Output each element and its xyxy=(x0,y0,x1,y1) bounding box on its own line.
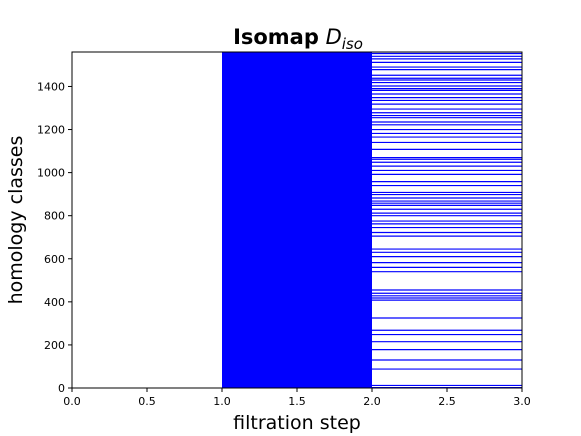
x-tick-label: 1.5 xyxy=(288,395,306,408)
x-tick-label: 0.5 xyxy=(138,395,156,408)
bar-block-dense xyxy=(222,52,372,388)
x-tick-label: 0.0 xyxy=(63,395,81,408)
y-axis-ticks: 0 200 400 600 800 1000 1200 1400 xyxy=(37,80,72,395)
x-axis-ticks: 0.0 0.5 1.0 1.5 2.0 2.5 3.0 xyxy=(63,388,531,408)
x-axis-label: filtration step xyxy=(233,412,361,434)
y-tick-label: 600 xyxy=(44,253,65,266)
bars-layer xyxy=(222,52,522,389)
x-tick-label: 3.0 xyxy=(513,395,531,408)
title-bold-text: Isomap xyxy=(233,25,319,49)
y-axis-label: homology classes xyxy=(5,136,27,305)
x-tick-label: 2.0 xyxy=(363,395,381,408)
y-tick-label: 400 xyxy=(44,296,65,309)
y-tick-label: 1000 xyxy=(37,167,65,180)
x-tick-label: 2.5 xyxy=(438,395,456,408)
title-math-sub: iso xyxy=(342,35,363,53)
title-math-main: D xyxy=(326,25,342,49)
y-tick-label: 1200 xyxy=(37,124,65,137)
y-tick-label: 0 xyxy=(58,382,65,395)
y-tick-label: 1400 xyxy=(37,80,65,93)
x-tick-label: 1.0 xyxy=(213,395,231,408)
y-tick-label: 200 xyxy=(44,339,65,352)
y-tick-label: 800 xyxy=(44,210,65,223)
chart-title: Isomap Diso xyxy=(233,25,363,53)
